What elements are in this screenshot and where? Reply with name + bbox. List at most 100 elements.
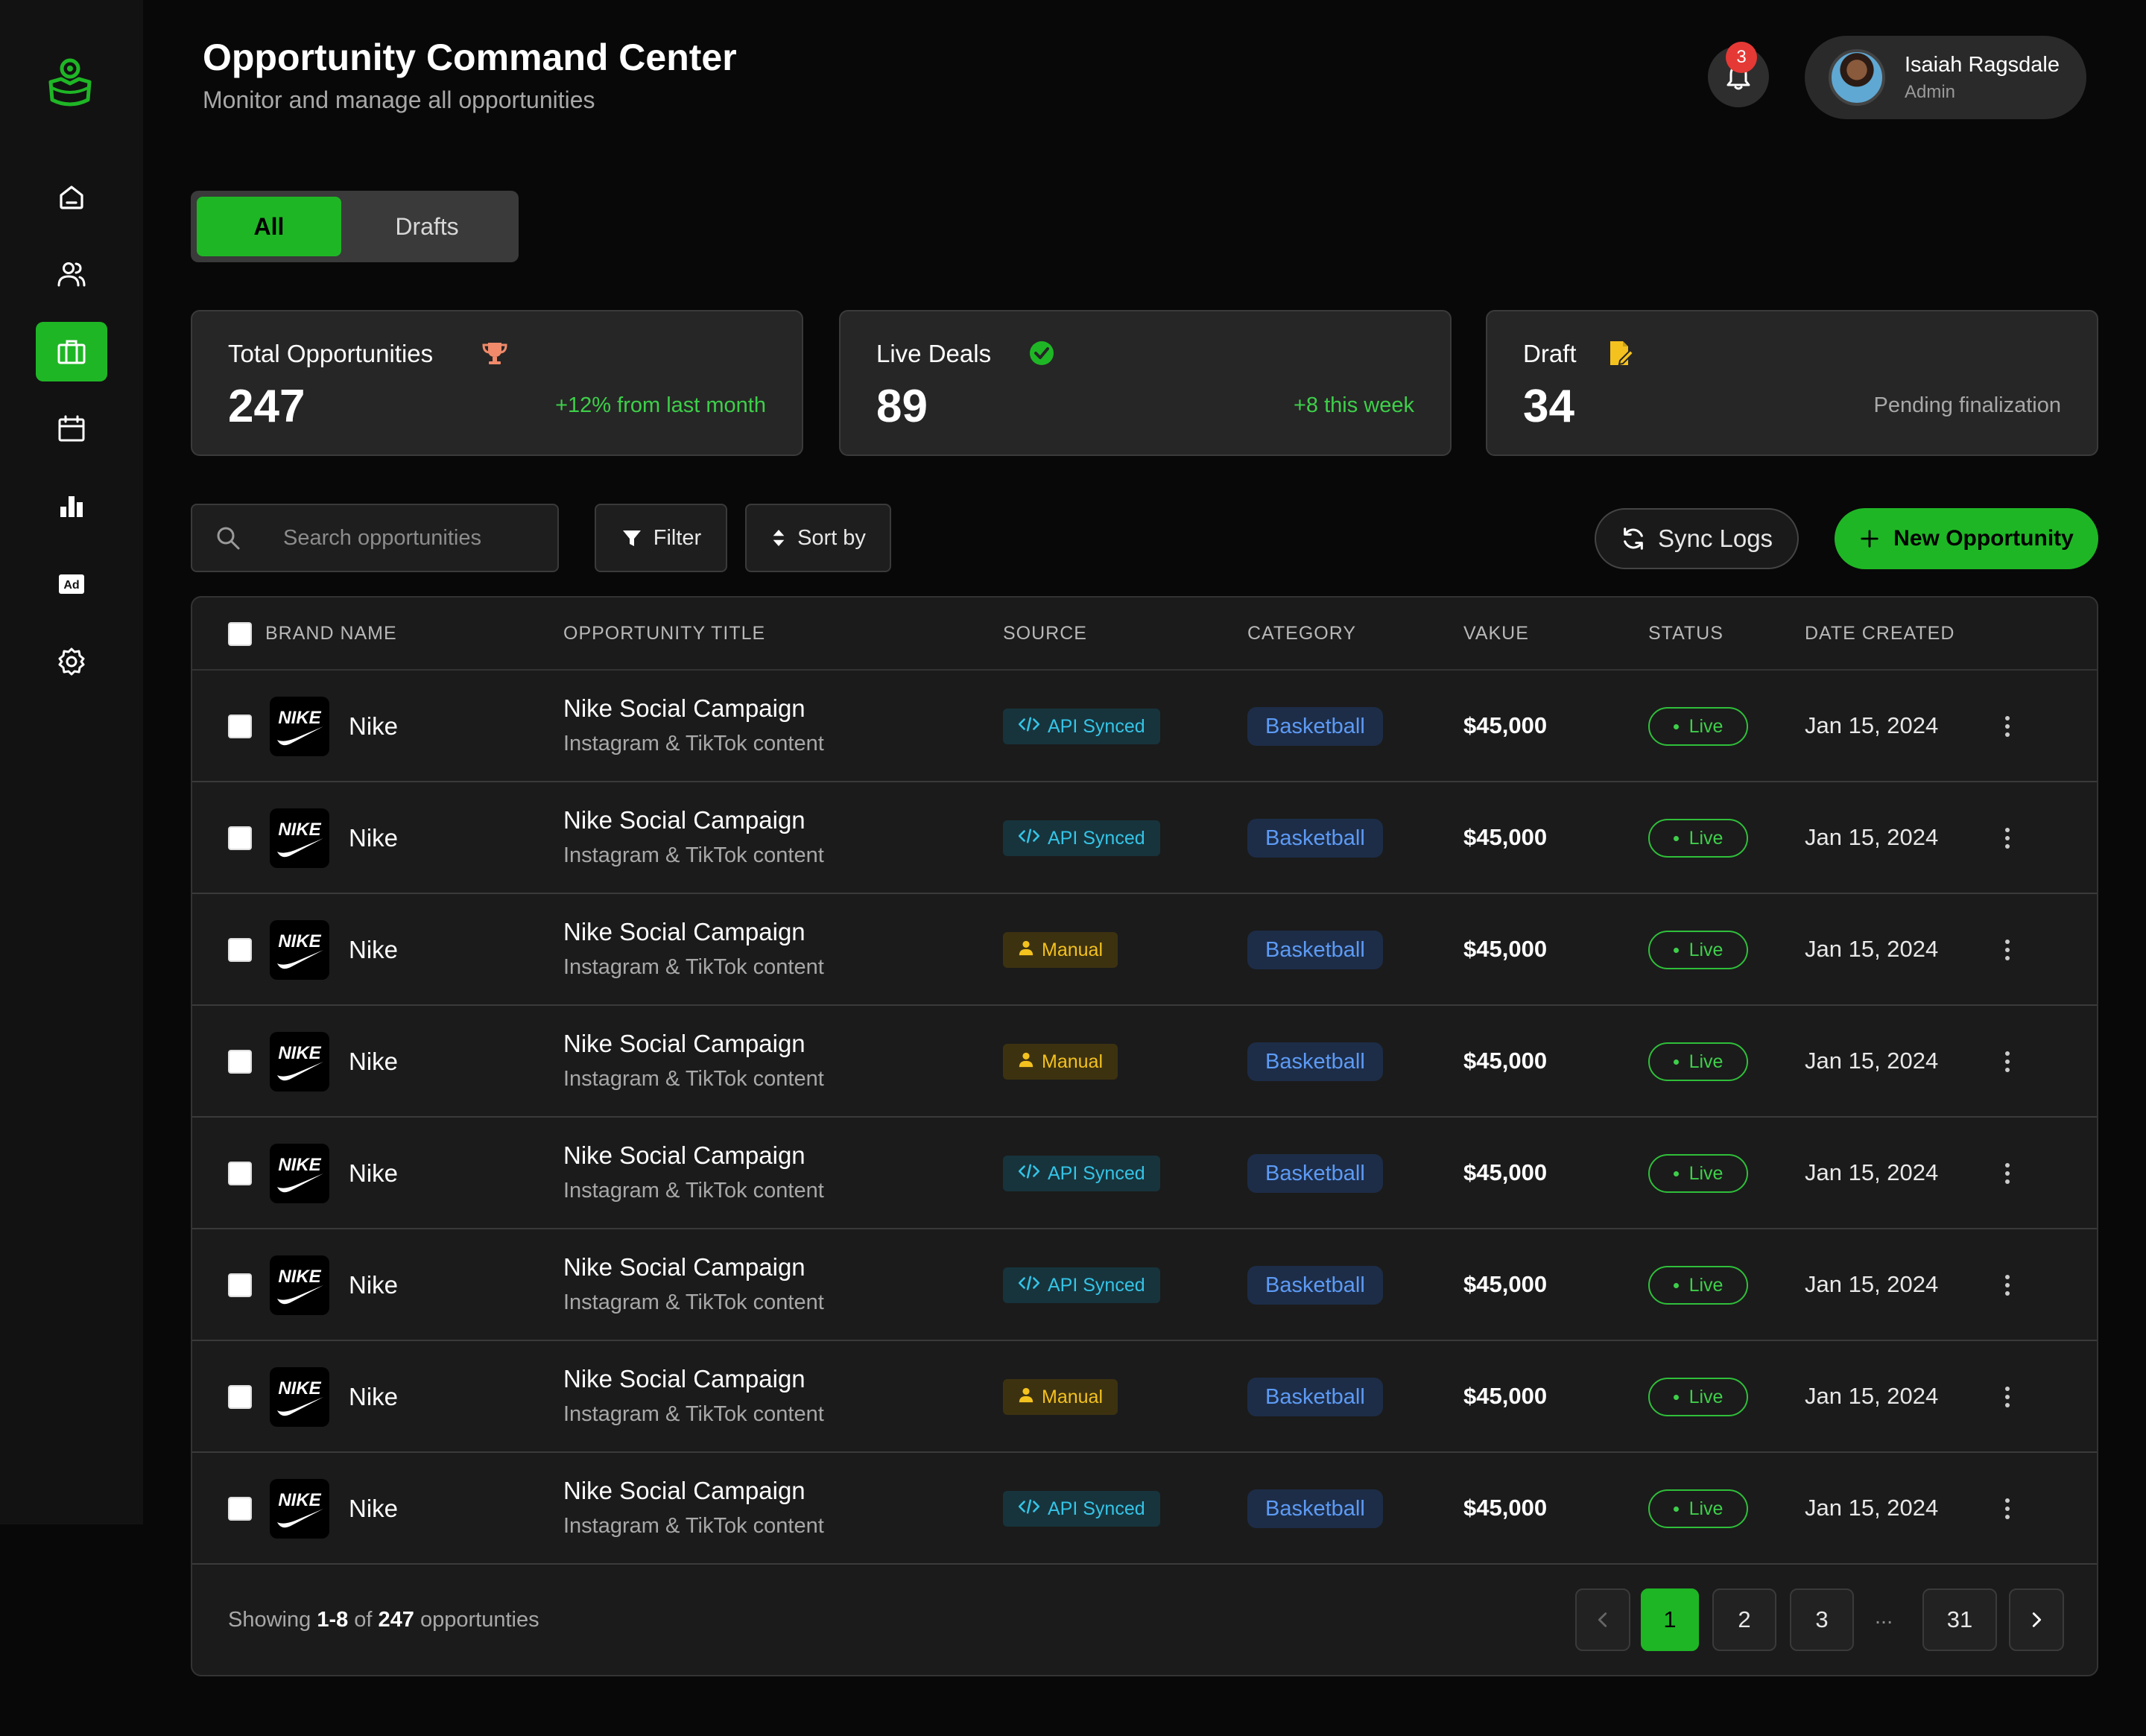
row-more-button[interactable] bbox=[1994, 709, 2021, 744]
table-row[interactable]: NIKE Nike Nike Social Campaign Instagram… bbox=[192, 782, 2097, 894]
sidebar-item-calendar[interactable] bbox=[36, 399, 107, 459]
brand-name: Nike bbox=[349, 1048, 399, 1075]
sidebar-item-users[interactable] bbox=[36, 244, 107, 304]
sidebar-item-settings[interactable] bbox=[36, 632, 107, 691]
category-badge: Basketball bbox=[1247, 819, 1383, 858]
row-more-button[interactable] bbox=[1994, 1267, 2021, 1303]
row-checkbox[interactable] bbox=[228, 1497, 252, 1521]
opportunity-title[interactable]: Nike Social Campaign bbox=[563, 806, 805, 834]
code-icon bbox=[1018, 828, 1040, 843]
row-checkbox[interactable] bbox=[228, 1050, 252, 1074]
status-label: Live bbox=[1688, 939, 1724, 960]
table-row[interactable]: NIKE Nike Nike Social Campaign Instagram… bbox=[192, 1453, 2097, 1565]
trophy-icon bbox=[482, 343, 507, 364]
opportunity-title[interactable]: Nike Social Campaign bbox=[563, 1030, 805, 1057]
brand-name: Nike bbox=[349, 1383, 399, 1410]
sidebar-item-analytics[interactable] bbox=[36, 477, 107, 536]
category-badge: Basketball bbox=[1247, 1154, 1383, 1193]
row-checkbox[interactable] bbox=[228, 938, 252, 962]
date-created: Jan 15, 2024 bbox=[1805, 1495, 1939, 1521]
next-page-button[interactable] bbox=[2009, 1588, 2064, 1651]
nike-swoosh-icon: NIKE bbox=[277, 931, 323, 969]
column-header-brand[interactable]: BRAND NAME bbox=[265, 623, 397, 644]
sort-button[interactable]: Sort by bbox=[745, 504, 891, 572]
brand-logo: NIKE bbox=[270, 808, 329, 868]
row-checkbox[interactable] bbox=[228, 1273, 252, 1297]
opportunity-title[interactable]: Nike Social Campaign bbox=[563, 918, 805, 945]
date-created: Jan 15, 2024 bbox=[1805, 1271, 1939, 1297]
brand-name: Nike bbox=[349, 936, 399, 963]
draft-edit-icon bbox=[1610, 341, 1635, 366]
row-checkbox[interactable] bbox=[228, 1162, 252, 1185]
sort-label: Sort by bbox=[797, 525, 866, 550]
sidebar-item-opportunities[interactable] bbox=[36, 322, 107, 381]
search-input[interactable] bbox=[283, 525, 536, 551]
opportunity-title[interactable]: Nike Social Campaign bbox=[563, 1141, 805, 1169]
opportunity-title[interactable]: Nike Social Campaign bbox=[563, 1477, 805, 1504]
column-header-title[interactable]: OPPORTUNITY TITLE bbox=[563, 623, 766, 644]
column-header-date[interactable]: DATE CREATED bbox=[1805, 623, 1955, 644]
showing-total: 247 bbox=[378, 1608, 414, 1632]
select-all-checkbox[interactable] bbox=[228, 622, 252, 646]
source-icon bbox=[1018, 1163, 1040, 1185]
stat-label: Draft bbox=[1523, 340, 1577, 367]
sync-logs-label: Sync Logs bbox=[1657, 525, 1773, 552]
app-logo[interactable] bbox=[46, 57, 94, 110]
status-label: Live bbox=[1688, 1274, 1724, 1296]
showing-of: of bbox=[354, 1608, 373, 1632]
row-checkbox[interactable] bbox=[228, 715, 252, 738]
user-menu[interactable]: Isaiah Ragsdale Admin bbox=[1805, 36, 2086, 119]
table-body: NIKE Nike Nike Social Campaign Instagram… bbox=[192, 671, 2097, 1565]
sync-logs-button[interactable]: Sync Logs bbox=[1595, 508, 1799, 569]
page-button-1[interactable]: 1 bbox=[1641, 1588, 1699, 1651]
pagination-ellipsis: ... bbox=[1875, 1605, 1893, 1629]
source-badge: API Synced bbox=[1003, 709, 1160, 744]
tab-all[interactable]: All bbox=[197, 197, 341, 256]
table-row[interactable]: NIKE Nike Nike Social Campaign Instagram… bbox=[192, 1229, 2097, 1341]
row-checkbox[interactable] bbox=[228, 1385, 252, 1409]
opportunity-title[interactable]: Nike Social Campaign bbox=[563, 694, 805, 722]
source-icon bbox=[1018, 1275, 1040, 1296]
row-more-button[interactable] bbox=[1994, 1491, 2021, 1527]
page-button-3[interactable]: 3 bbox=[1790, 1588, 1854, 1651]
brand-name: Nike bbox=[349, 712, 399, 740]
column-header-status[interactable]: STATUS bbox=[1648, 623, 1724, 644]
column-header-value[interactable]: VAKUE bbox=[1463, 623, 1529, 644]
table-row[interactable]: NIKE Nike Nike Social Campaign Instagram… bbox=[192, 671, 2097, 782]
row-more-button[interactable] bbox=[1994, 1044, 2021, 1080]
user-icon bbox=[1019, 1052, 1034, 1067]
chevron-right-icon bbox=[2032, 1612, 2042, 1627]
row-checkbox[interactable] bbox=[228, 826, 252, 850]
brand-logo: NIKE bbox=[270, 1255, 329, 1315]
row-more-button[interactable] bbox=[1994, 1156, 2021, 1191]
plus-icon bbox=[1861, 530, 1878, 548]
opportunity-title[interactable]: Nike Social Campaign bbox=[563, 1253, 805, 1281]
row-more-button[interactable] bbox=[1994, 1379, 2021, 1415]
brand-name: Nike bbox=[349, 1495, 399, 1522]
row-more-button[interactable] bbox=[1994, 932, 2021, 968]
sidebar-item-home[interactable] bbox=[36, 167, 107, 226]
stat-card-live: Live Deals 89 +8 this week bbox=[839, 310, 1452, 456]
more-vertical-icon bbox=[2005, 828, 2010, 849]
page-button-2[interactable]: 2 bbox=[1712, 1588, 1776, 1651]
table-row[interactable]: NIKE Nike Nike Social Campaign Instagram… bbox=[192, 1341, 2097, 1453]
status-badge: Live bbox=[1648, 819, 1748, 858]
opportunities-table: BRAND NAME OPPORTUNITY TITLE SOURCE CATE… bbox=[191, 596, 2098, 1676]
opportunity-title[interactable]: Nike Social Campaign bbox=[563, 1365, 805, 1393]
tab-drafts[interactable]: Drafts bbox=[395, 212, 459, 240]
column-header-category[interactable]: CATEGORY bbox=[1247, 623, 1356, 644]
new-opportunity-button[interactable]: New Opportunity bbox=[1835, 508, 2098, 569]
source-label: API Synced bbox=[1048, 1274, 1145, 1296]
status-badge: Live bbox=[1648, 1154, 1748, 1193]
column-header-source[interactable]: SOURCE bbox=[1003, 623, 1087, 644]
date-created: Jan 15, 2024 bbox=[1805, 1383, 1939, 1409]
stat-note: Pending finalization bbox=[1873, 393, 2061, 417]
sidebar-item-ads[interactable]: Ad bbox=[36, 554, 107, 614]
row-more-button[interactable] bbox=[1994, 820, 2021, 856]
table-row[interactable]: NIKE Nike Nike Social Campaign Instagram… bbox=[192, 1118, 2097, 1229]
table-row[interactable]: NIKE Nike Nike Social Campaign Instagram… bbox=[192, 1006, 2097, 1118]
table-row[interactable]: NIKE Nike Nike Social Campaign Instagram… bbox=[192, 894, 2097, 1006]
prev-page-button[interactable] bbox=[1575, 1588, 1630, 1651]
page-button-31[interactable]: 31 bbox=[1922, 1588, 1997, 1651]
filter-button[interactable]: Filter bbox=[595, 504, 727, 572]
